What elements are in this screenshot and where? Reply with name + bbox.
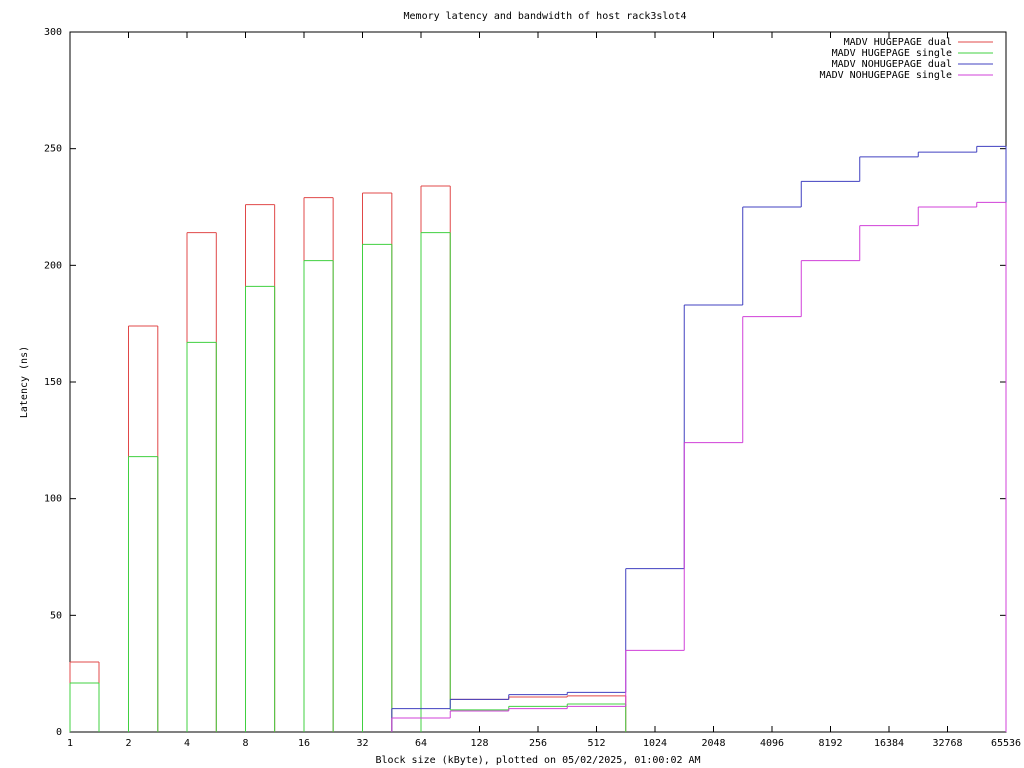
x-tick-label: 8 [242, 738, 248, 749]
legend-label: MADV HUGEPAGE dual [844, 37, 952, 48]
y-axis-label: Latency (ns) [19, 346, 30, 418]
x-tick-label: 256 [529, 738, 547, 749]
x-tick-label: 8192 [818, 738, 842, 749]
legend-label: MADV HUGEPAGE single [832, 48, 952, 59]
x-tick-label: 32768 [932, 738, 962, 749]
x-axis-label: Block size (kByte), plotted on 05/02/202… [375, 755, 700, 766]
x-tick-label: 2048 [701, 738, 725, 749]
x-tick-label: 16 [298, 738, 310, 749]
x-tick-label: 64 [415, 738, 427, 749]
y-tick-label: 100 [44, 494, 62, 505]
y-tick-label: 300 [44, 27, 62, 38]
y-tick-label: 0 [56, 727, 62, 738]
x-tick-label: 1 [67, 738, 73, 749]
y-tick-label: 200 [44, 260, 62, 271]
y-tick-label: 250 [44, 144, 62, 155]
x-tick-label: 65536 [991, 738, 1021, 749]
x-tick-label: 2 [125, 738, 131, 749]
x-tick-label: 32 [356, 738, 368, 749]
x-tick-label: 512 [587, 738, 605, 749]
x-tick-label: 1024 [643, 738, 667, 749]
y-tick-label: 50 [50, 610, 62, 621]
x-tick-label: 16384 [874, 738, 904, 749]
x-tick-label: 4096 [760, 738, 784, 749]
chart-title: Memory latency and bandwidth of host rac… [404, 11, 687, 22]
legend-label: MADV NOHUGEPAGE single [820, 70, 952, 81]
y-tick-label: 150 [44, 377, 62, 388]
legend-label: MADV NOHUGEPAGE dual [832, 59, 952, 70]
x-tick-label: 4 [184, 738, 190, 749]
x-tick-label: 128 [470, 738, 488, 749]
